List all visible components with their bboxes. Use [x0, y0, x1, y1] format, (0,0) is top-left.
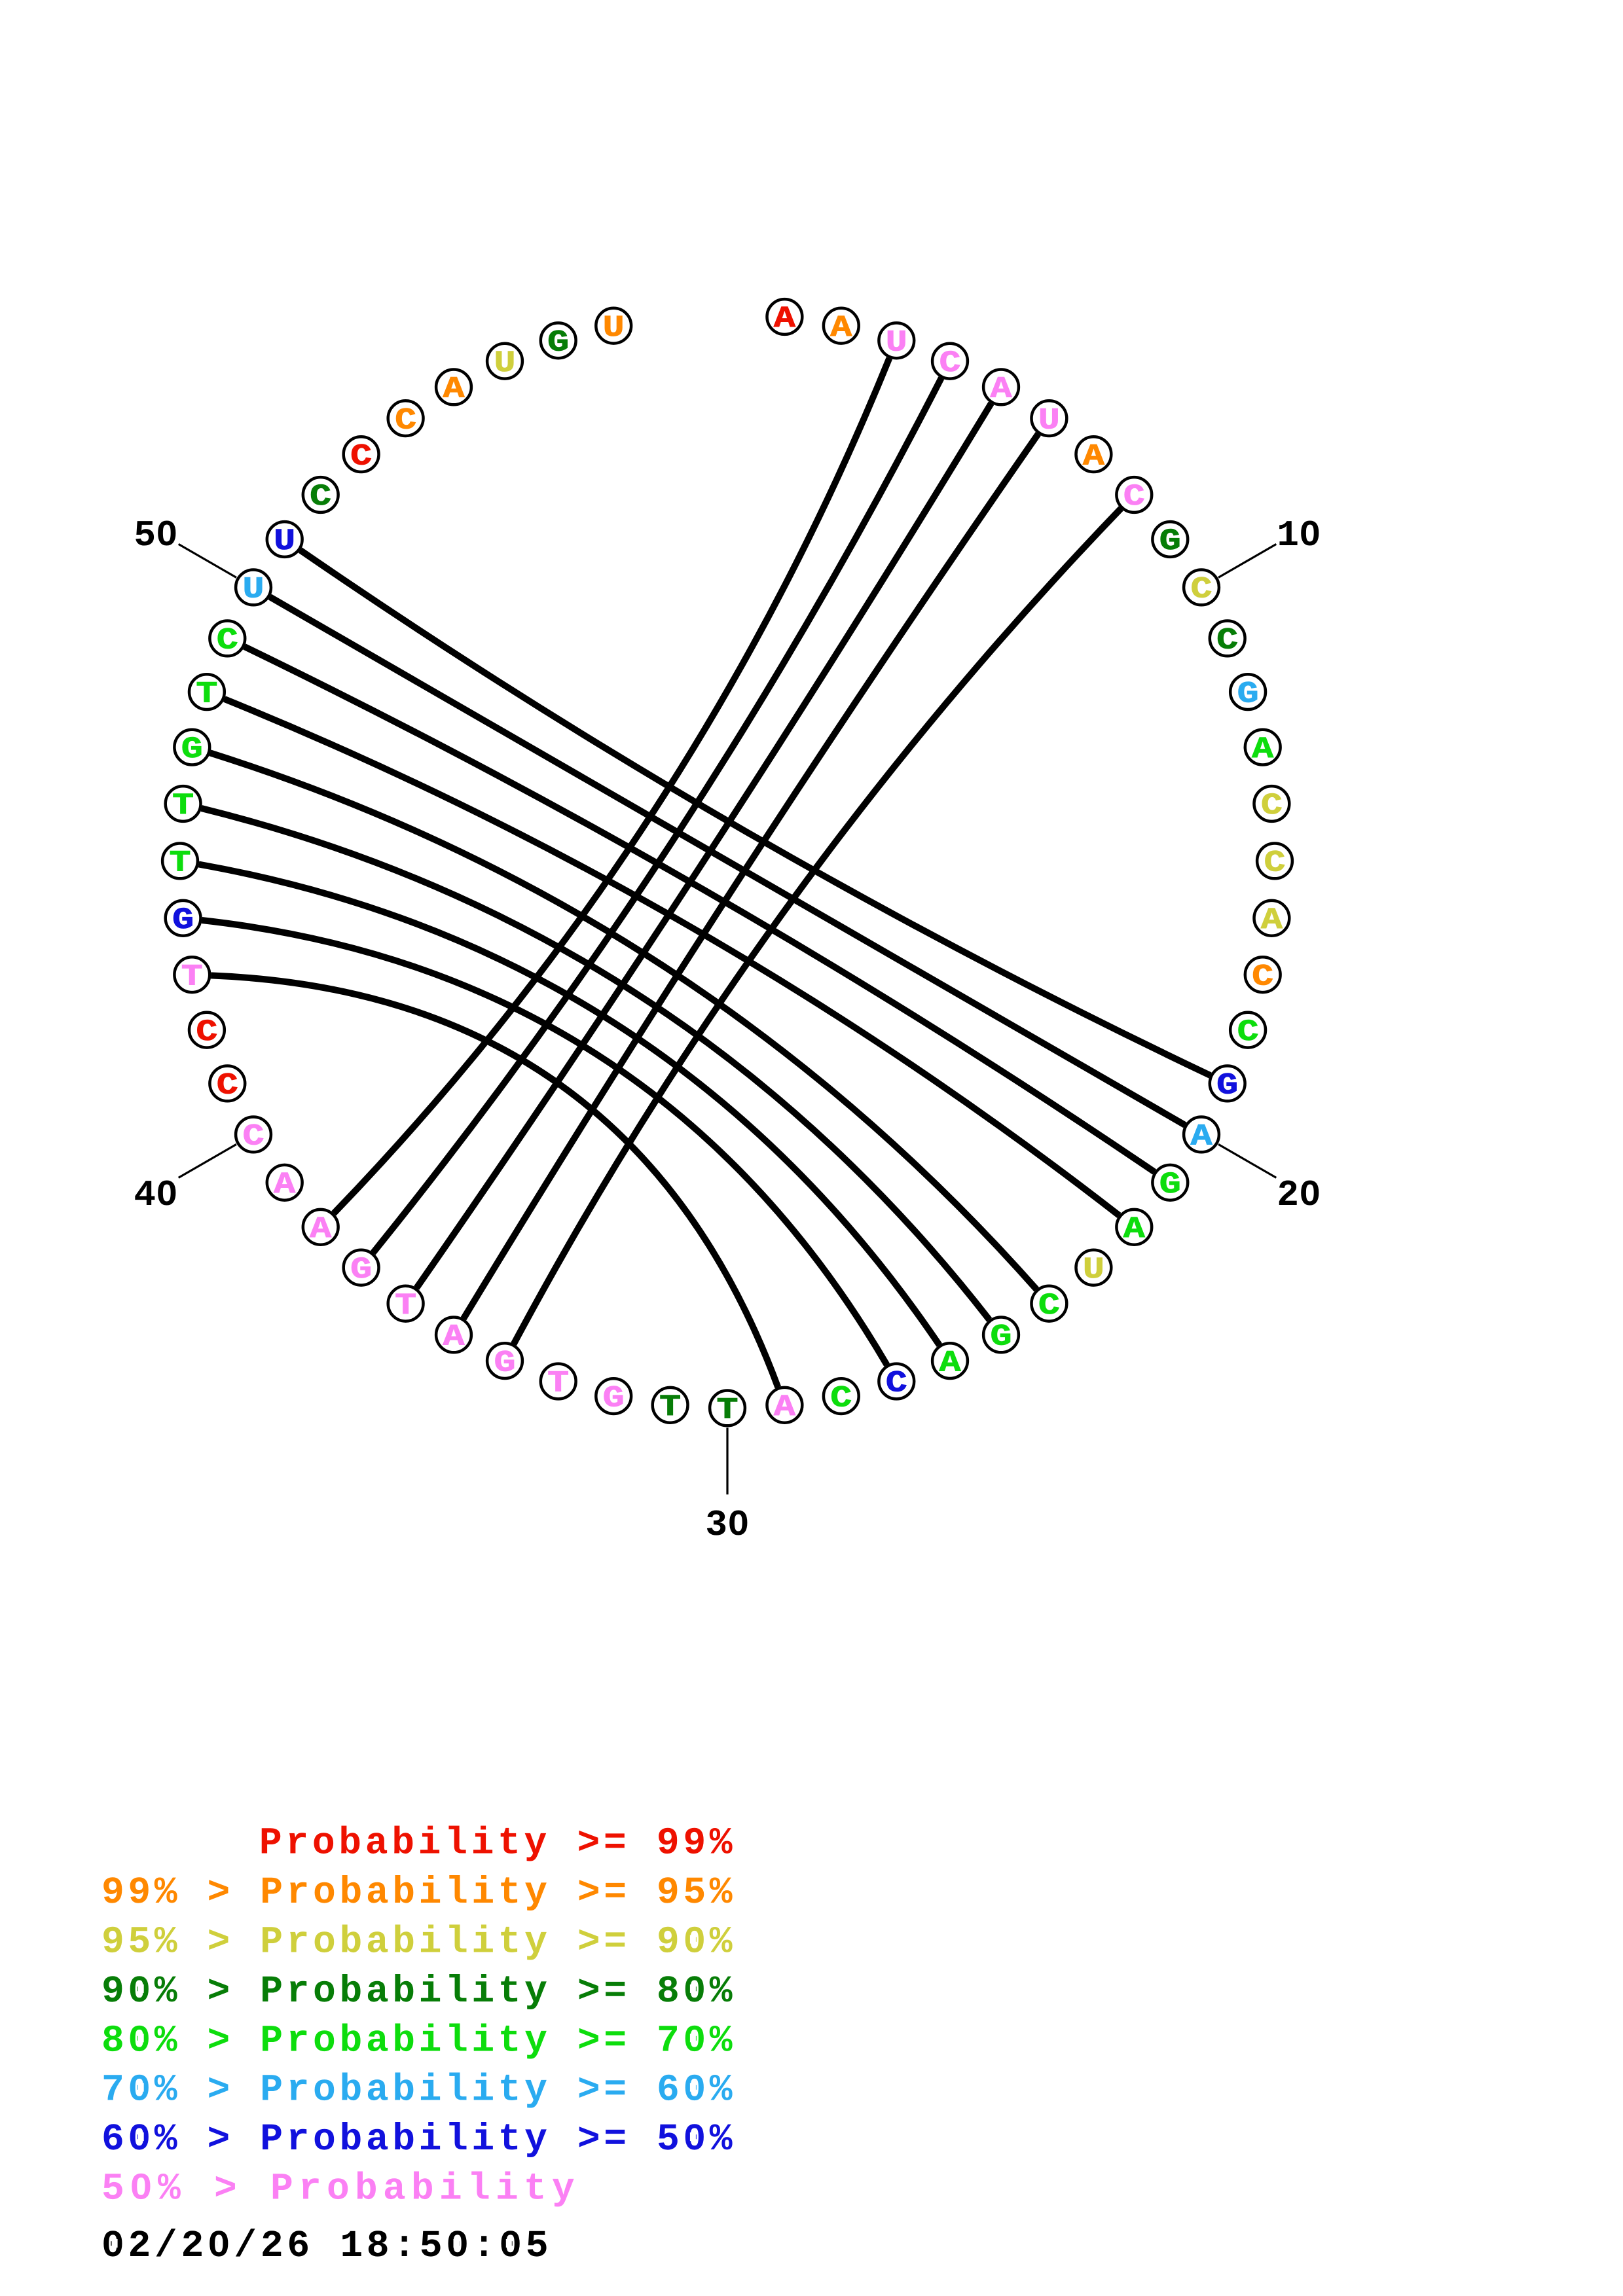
- svg-text:C: C: [1038, 1289, 1060, 1323]
- svg-text:C: C: [243, 1120, 264, 1154]
- svg-text:C: C: [886, 1367, 907, 1401]
- svg-text:C: C: [1237, 1015, 1259, 1049]
- svg-text:A: A: [774, 1390, 795, 1424]
- svg-text:T: T: [181, 960, 203, 994]
- svg-text:A: A: [443, 1320, 465, 1354]
- svg-text:T: T: [547, 1367, 569, 1401]
- svg-text:U: U: [494, 346, 516, 380]
- svg-text:A: A: [939, 1346, 961, 1380]
- svg-text:C: C: [310, 480, 331, 514]
- svg-text:U: U: [886, 326, 907, 360]
- svg-text:G: G: [181, 732, 203, 766]
- svg-text:A: A: [274, 1168, 295, 1202]
- svg-text:A: A: [830, 311, 852, 345]
- svg-text:A: A: [1261, 903, 1283, 937]
- svg-text:G: G: [494, 1346, 516, 1380]
- svg-text:C: C: [217, 624, 238, 658]
- svg-text:A: A: [1191, 1120, 1213, 1154]
- svg-text:T: T: [196, 677, 217, 711]
- svg-text:G: G: [350, 1253, 372, 1287]
- svg-text:C: C: [1191, 573, 1213, 607]
- svg-text:G: G: [547, 326, 569, 360]
- svg-text:G: G: [1237, 677, 1259, 711]
- svg-text:U: U: [243, 573, 264, 607]
- svg-text:C: C: [217, 1069, 238, 1103]
- svg-text:T: T: [170, 846, 191, 880]
- svg-text:02/20/26 18:50:05: 02/20/26 18:50:05: [101, 2225, 549, 2268]
- svg-text:C: C: [395, 403, 416, 437]
- svg-text:C: C: [1261, 789, 1283, 823]
- svg-text:A: A: [774, 302, 795, 336]
- svg-text:30: 30: [705, 1504, 749, 1546]
- svg-text:10: 10: [1277, 514, 1321, 556]
- svg-text:G: G: [172, 903, 194, 937]
- svg-text:C: C: [1264, 846, 1286, 880]
- svg-text:G: G: [603, 1381, 625, 1415]
- svg-text:U: U: [274, 524, 295, 558]
- svg-text:A: A: [1083, 439, 1104, 473]
- svg-text:G: G: [1216, 1069, 1238, 1103]
- svg-text:A: A: [1123, 1212, 1145, 1246]
- svg-text:A: A: [991, 372, 1012, 406]
- svg-text:U: U: [603, 311, 625, 345]
- svg-text:G: G: [1159, 524, 1181, 558]
- svg-text:C: C: [350, 439, 372, 473]
- svg-text:G: G: [991, 1320, 1012, 1354]
- svg-text:C: C: [1123, 480, 1145, 514]
- svg-text:20: 20: [1277, 1174, 1321, 1216]
- svg-text:U: U: [1083, 1253, 1104, 1287]
- svg-text:C: C: [939, 346, 961, 380]
- svg-text:C: C: [1252, 960, 1273, 994]
- svg-text:U: U: [1038, 403, 1060, 437]
- svg-text:A: A: [310, 1212, 331, 1246]
- svg-text:C: C: [196, 1015, 217, 1049]
- svg-text:G: G: [1159, 1168, 1181, 1202]
- svg-text:A: A: [1252, 732, 1273, 766]
- svg-text:50: 50: [134, 514, 177, 556]
- svg-text:T: T: [172, 789, 194, 823]
- svg-text:A: A: [443, 372, 465, 406]
- svg-text:C: C: [1216, 624, 1238, 658]
- svg-text:T: T: [395, 1289, 416, 1323]
- svg-text:T: T: [717, 1393, 739, 1427]
- svg-text:50% > Probability: 50% > Probability: [101, 2168, 575, 2211]
- svg-text:40: 40: [134, 1174, 177, 1216]
- svg-text:T: T: [659, 1390, 681, 1424]
- svg-text:C: C: [830, 1381, 852, 1415]
